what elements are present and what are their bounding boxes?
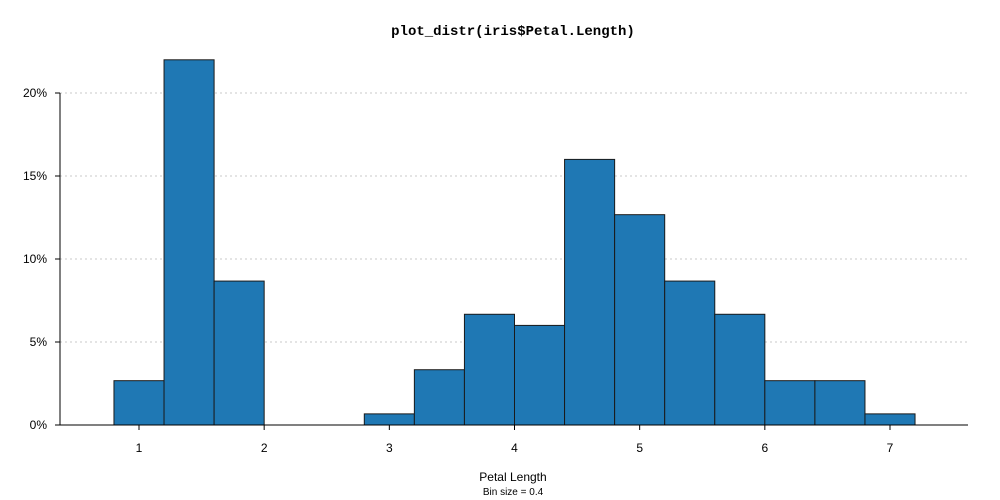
histogram-bar	[363, 413, 415, 426]
histogram-bar	[664, 280, 716, 426]
histogram-bar	[514, 324, 566, 426]
histogram-bar	[213, 280, 265, 426]
histogram-bar	[764, 380, 816, 426]
y-tick-label: 5%	[30, 335, 48, 349]
x-tick-label: 6	[761, 441, 768, 455]
y-tick-label: 20%	[23, 86, 47, 100]
histogram-bar	[714, 313, 766, 426]
histogram-bar	[463, 313, 515, 426]
histogram-bar	[413, 369, 465, 426]
axis-ticks: 0% 5% 10% 15% 20% 1 2 3 4 5 6 7	[23, 86, 894, 455]
histogram-bar	[814, 380, 866, 426]
histogram-bar	[564, 158, 616, 426]
bin-size-note: Bin size = 0.4	[483, 487, 544, 498]
x-tick-label: 2	[261, 441, 268, 455]
histogram-bar	[113, 380, 165, 426]
x-tick-label: 7	[887, 441, 894, 455]
chart-title: plot_distr(iris$Petal.Length)	[391, 24, 635, 40]
x-tick-label: 1	[136, 441, 143, 455]
histogram-bar	[163, 59, 215, 426]
y-tick-label: 10%	[23, 252, 47, 266]
histogram-bar	[864, 413, 916, 426]
histogram-bars	[113, 59, 916, 426]
x-tick-label: 5	[636, 441, 643, 455]
x-tick-label: 3	[386, 441, 393, 455]
x-axis-label: Petal Length	[479, 470, 546, 484]
y-tick-label: 15%	[23, 169, 47, 183]
y-tick-label: 0%	[30, 418, 48, 432]
x-tick-label: 4	[511, 441, 518, 455]
histogram-bar	[614, 214, 666, 426]
